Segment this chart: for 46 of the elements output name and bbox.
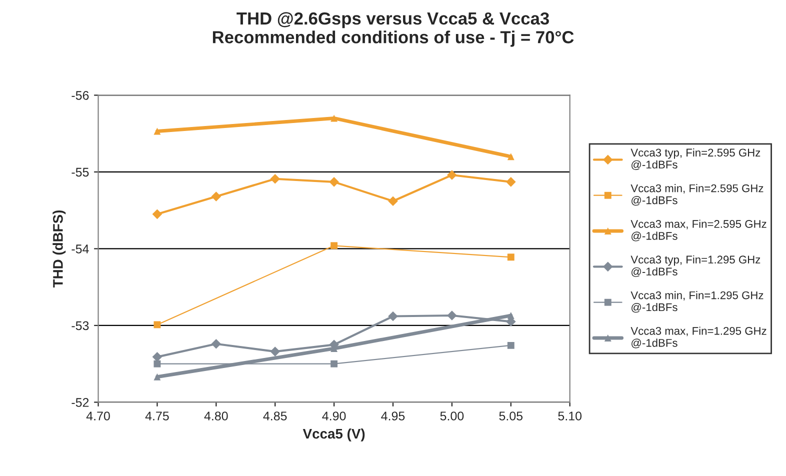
x-tick-label: 5.05	[499, 412, 523, 420]
x-tick-label: 5.00	[440, 412, 464, 420]
point	[507, 153, 514, 160]
point	[388, 311, 398, 322]
y-tick-label: -55	[72, 168, 89, 177]
legend-label: Vcca3 typ, Fin=2.595 GHz @-1dBFs	[630, 148, 760, 170]
legend-label: Vcca3 max, Fin=2.595 GHz @-1dBFs	[630, 220, 766, 242]
y-tick-label: -52	[72, 398, 89, 407]
x-tick-label: 4.80	[204, 412, 228, 420]
y-axis-title: THD (dBFS)	[52, 210, 66, 288]
point	[211, 192, 222, 202]
point	[154, 373, 161, 380]
x-tick-label: 4.95	[381, 412, 405, 420]
y-tick-label: -56	[72, 91, 89, 100]
point	[447, 170, 457, 180]
point	[506, 177, 516, 187]
x-tick-label: 4.75	[145, 412, 169, 420]
y-tick-label: -54	[72, 244, 89, 254]
x-tick-label: 4.90	[322, 412, 346, 420]
chart-title: THD @2.6Gsps versus Vcca5 & Vcca3 Recommended conditions of use - Tj = 70°C	[212, 12, 574, 47]
point	[330, 360, 338, 368]
point	[330, 242, 338, 250]
point	[154, 360, 161, 368]
y-tick-label: -53	[72, 321, 89, 330]
point	[154, 321, 161, 328]
x-axis-title: Vcca5 (V)	[302, 428, 365, 442]
point	[388, 196, 398, 206]
legend-label: Vcca3 min, Fin=2.595 GHz @-1dBFs	[630, 184, 764, 206]
point	[152, 352, 162, 362]
point	[330, 114, 338, 122]
point	[152, 209, 162, 220]
x-tick-label: 5.10	[558, 412, 582, 420]
point	[211, 338, 222, 349]
legend-label: Vcca3 typ, Fin=1.295 GHz @-1dBFs	[630, 255, 760, 277]
x-tick-label: 4.85	[263, 412, 287, 420]
point	[507, 312, 514, 319]
point	[447, 310, 457, 320]
point	[270, 174, 280, 184]
point	[154, 128, 161, 135]
legend-label: Vcca3 max, Fin=1.295 GHz @-1dBFs	[630, 326, 766, 348]
point	[270, 346, 280, 356]
point	[507, 254, 514, 261]
point	[329, 177, 339, 187]
x-tick-label: 4.70	[86, 412, 110, 420]
point	[507, 342, 514, 349]
legend-label: Vcca3 min, Fin=1.295 GHz @-1dBFs	[630, 291, 764, 313]
